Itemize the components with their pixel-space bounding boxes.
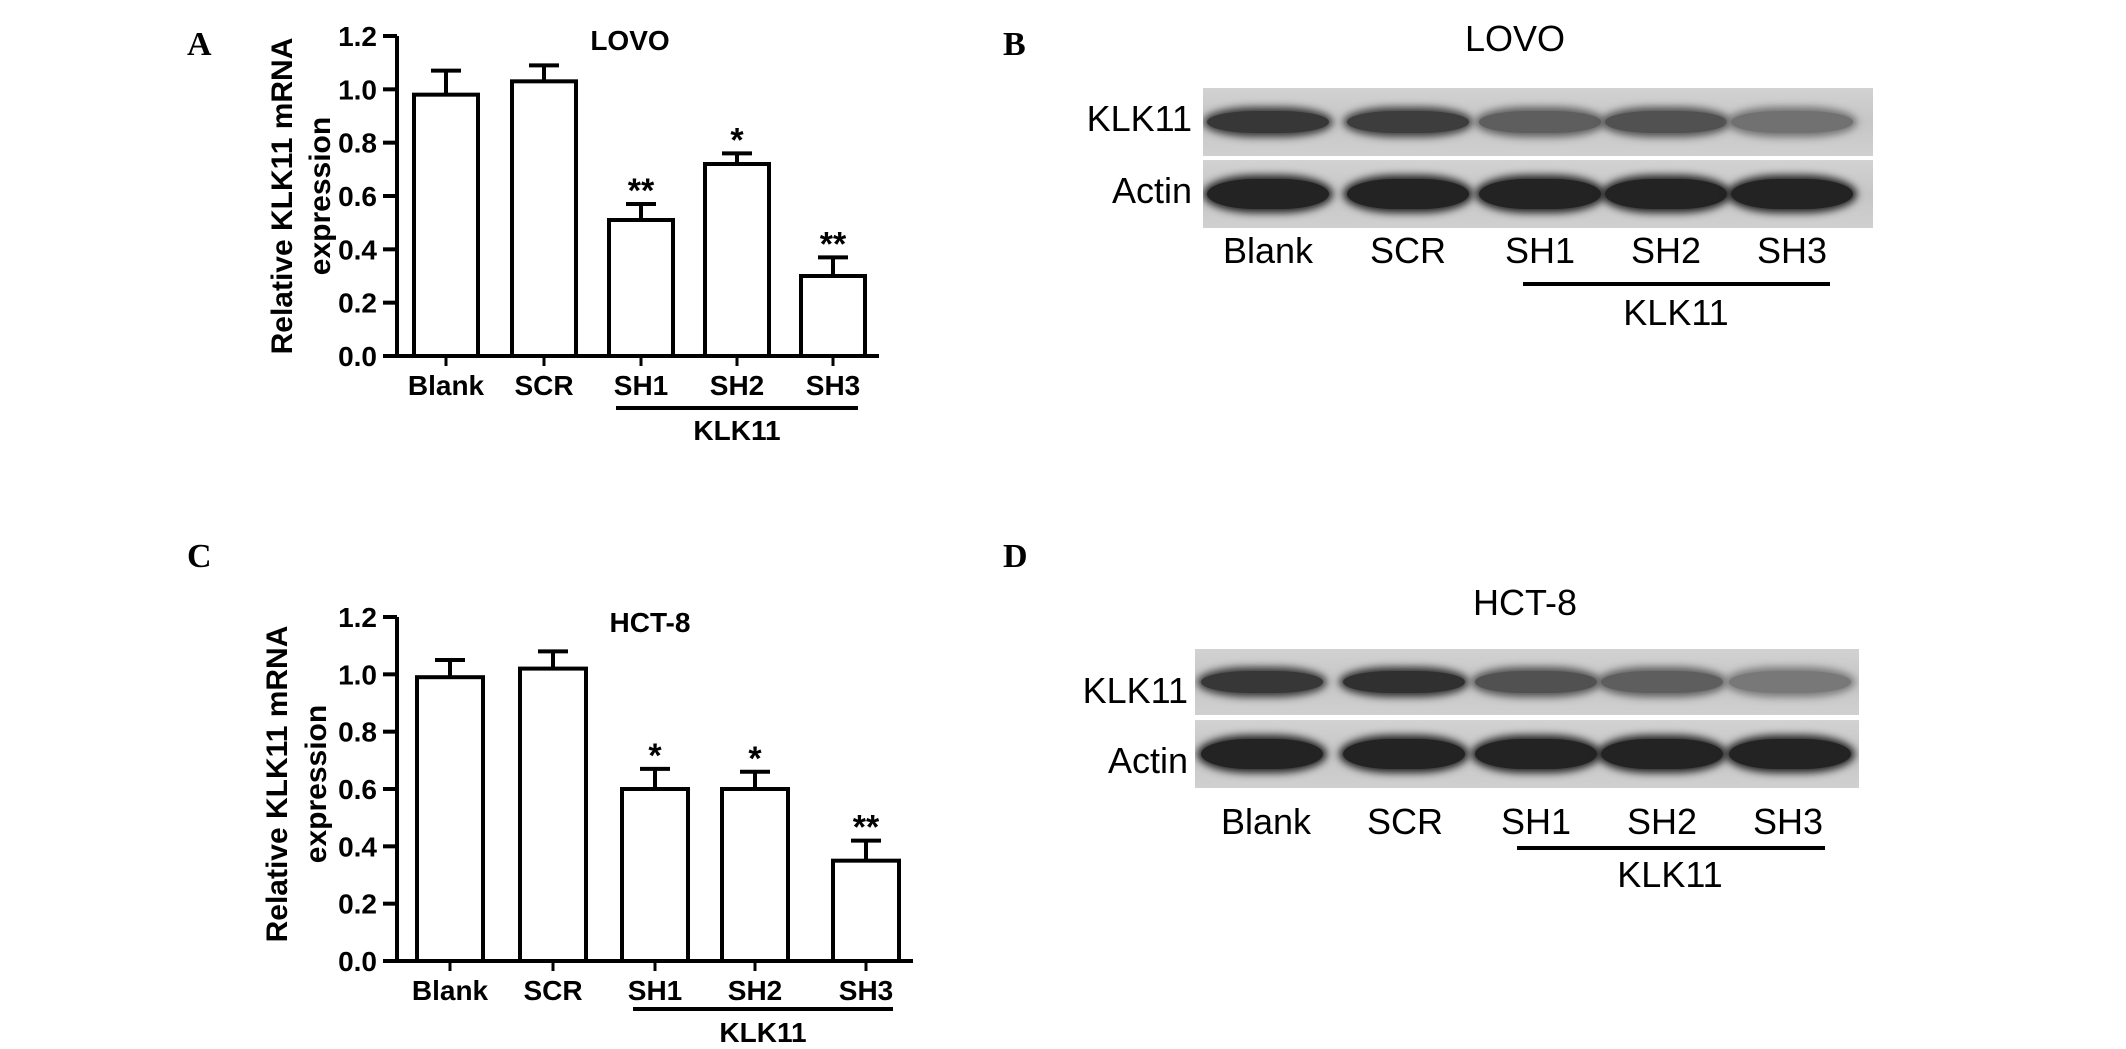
chart-title: LOVO: [590, 25, 669, 56]
group-label: KLK11: [719, 1017, 806, 1048]
y-axis-label: expression: [304, 117, 337, 275]
lane-label: Blank: [1220, 801, 1312, 842]
lane-label: SH1: [1504, 230, 1576, 271]
y-tick-label: 0.8: [338, 717, 377, 748]
blot-band: [1479, 179, 1601, 209]
blot-band: [1479, 111, 1601, 133]
y-tick-label: 0.2: [338, 288, 377, 319]
x-tick-label: SH1: [614, 370, 668, 401]
y-tick-label: 1.0: [338, 659, 377, 690]
bar-sh2: [703, 162, 771, 358]
x-tick-label: SH2: [710, 370, 764, 401]
chart-lovo: LOVO 0.0 0.2 0.4 0.6 0.8 1.0 1.2 Relative KLK11 …: [266, 21, 879, 446]
blot-band: [1475, 739, 1597, 769]
x-tick-label: SCR: [523, 975, 582, 1006]
x-tick-label: SH2: [728, 975, 782, 1006]
blot-band: [1475, 671, 1597, 693]
blot-band: [1207, 179, 1329, 209]
blot-band: [1343, 671, 1465, 693]
y-tick-label: 0.4: [338, 234, 377, 265]
lane-label: SH1: [1500, 801, 1572, 842]
y-axis-label: Relative KLK11 mRNA: [261, 626, 294, 943]
bar-sh1: [607, 218, 675, 358]
significance-marker: **: [853, 809, 880, 847]
blot-band: [1343, 739, 1465, 769]
blot-row-label: Actin: [1111, 170, 1192, 211]
panel-letter-a: A: [187, 26, 212, 63]
group-label: KLK11: [693, 415, 780, 446]
group-line: [1523, 282, 1830, 286]
group-line: [1517, 846, 1825, 850]
chart-hct8: HCT-8 0.0 0.2 0.4 0.6 0.8 1.0 1.2 Relative KLK11…: [261, 602, 913, 1048]
blot-band: [1601, 671, 1723, 693]
y-axis-label: expression: [300, 705, 333, 863]
significance-marker: *: [648, 737, 662, 775]
x-tick-label: SCR: [514, 370, 573, 401]
bar-sh3: [799, 274, 867, 358]
lane-label: SH2: [1630, 230, 1702, 271]
y-axis-label: Relative KLK11 mRNA: [266, 38, 299, 355]
y-tick-label: 0.0: [338, 341, 377, 372]
significance-marker: **: [628, 172, 655, 210]
x-tick-label: Blank: [412, 975, 489, 1006]
y-tick-label: 0.4: [338, 831, 377, 862]
lane-label: Blank: [1222, 230, 1314, 271]
chart-title: HCT-8: [610, 607, 691, 638]
blot-band: [1729, 739, 1851, 769]
blot-strip-klk11: [1195, 649, 1859, 715]
panel-letter-d: D: [1003, 538, 1028, 575]
lane-label: SH3: [1756, 230, 1828, 271]
significance-marker: **: [820, 225, 847, 263]
blot-strip-actin: [1195, 720, 1859, 788]
bar-scr: [518, 666, 588, 963]
lane-label: SH2: [1626, 801, 1698, 842]
blot-row-label: KLK11: [1082, 670, 1188, 711]
blot-band: [1731, 111, 1853, 133]
y-tick-label: 1.2: [338, 602, 377, 633]
y-tick-label: 1.2: [338, 21, 377, 52]
blot-band: [1601, 739, 1723, 769]
blot-strip-actin: [1203, 160, 1873, 228]
x-tick-label: SH3: [839, 975, 893, 1006]
blot-row-label: Actin: [1107, 740, 1188, 781]
blot-title: HCT-8: [1472, 582, 1577, 623]
blot-row-label: KLK11: [1086, 98, 1192, 139]
blot-strip-klk11: [1203, 88, 1873, 156]
bar-blank: [415, 675, 485, 963]
lane-label: SCR: [1366, 801, 1443, 842]
group-label: KLK11: [1623, 292, 1729, 333]
blot-title: LOVO: [1464, 18, 1566, 59]
panel-letter-c: C: [187, 538, 212, 575]
bar-scr: [510, 79, 578, 358]
y-tick-label: 0.8: [338, 128, 377, 159]
blot-band: [1347, 111, 1469, 133]
bar-sh1: [620, 787, 690, 963]
x-tick-label: Blank: [408, 370, 485, 401]
y-tick-label: 0.0: [338, 946, 377, 977]
y-tick-label: 0.6: [338, 774, 377, 805]
blot-band: [1605, 111, 1727, 133]
blot-band: [1729, 671, 1851, 693]
blot-band: [1605, 179, 1727, 209]
panel-letter-b: B: [1003, 26, 1026, 63]
significance-marker: *: [730, 121, 744, 159]
blot-band: [1201, 671, 1323, 693]
blot-band: [1207, 111, 1329, 133]
bar-sh3: [831, 858, 901, 964]
blot-band: [1731, 179, 1853, 209]
y-tick-label: 0.6: [338, 181, 377, 212]
y-tick-label: 1.0: [338, 74, 377, 105]
bar-sh2: [720, 787, 790, 963]
bar-blank: [412, 92, 480, 359]
x-tick-label: SH1: [628, 975, 682, 1006]
lane-label: SCR: [1369, 230, 1446, 271]
group-label: KLK11: [1617, 854, 1723, 895]
blot-band: [1347, 179, 1469, 209]
blot-band: [1201, 739, 1323, 769]
y-tick-label: 0.2: [338, 889, 377, 920]
significance-marker: *: [748, 740, 762, 778]
x-tick-label: SH3: [806, 370, 860, 401]
lane-label: SH3: [1752, 801, 1824, 842]
